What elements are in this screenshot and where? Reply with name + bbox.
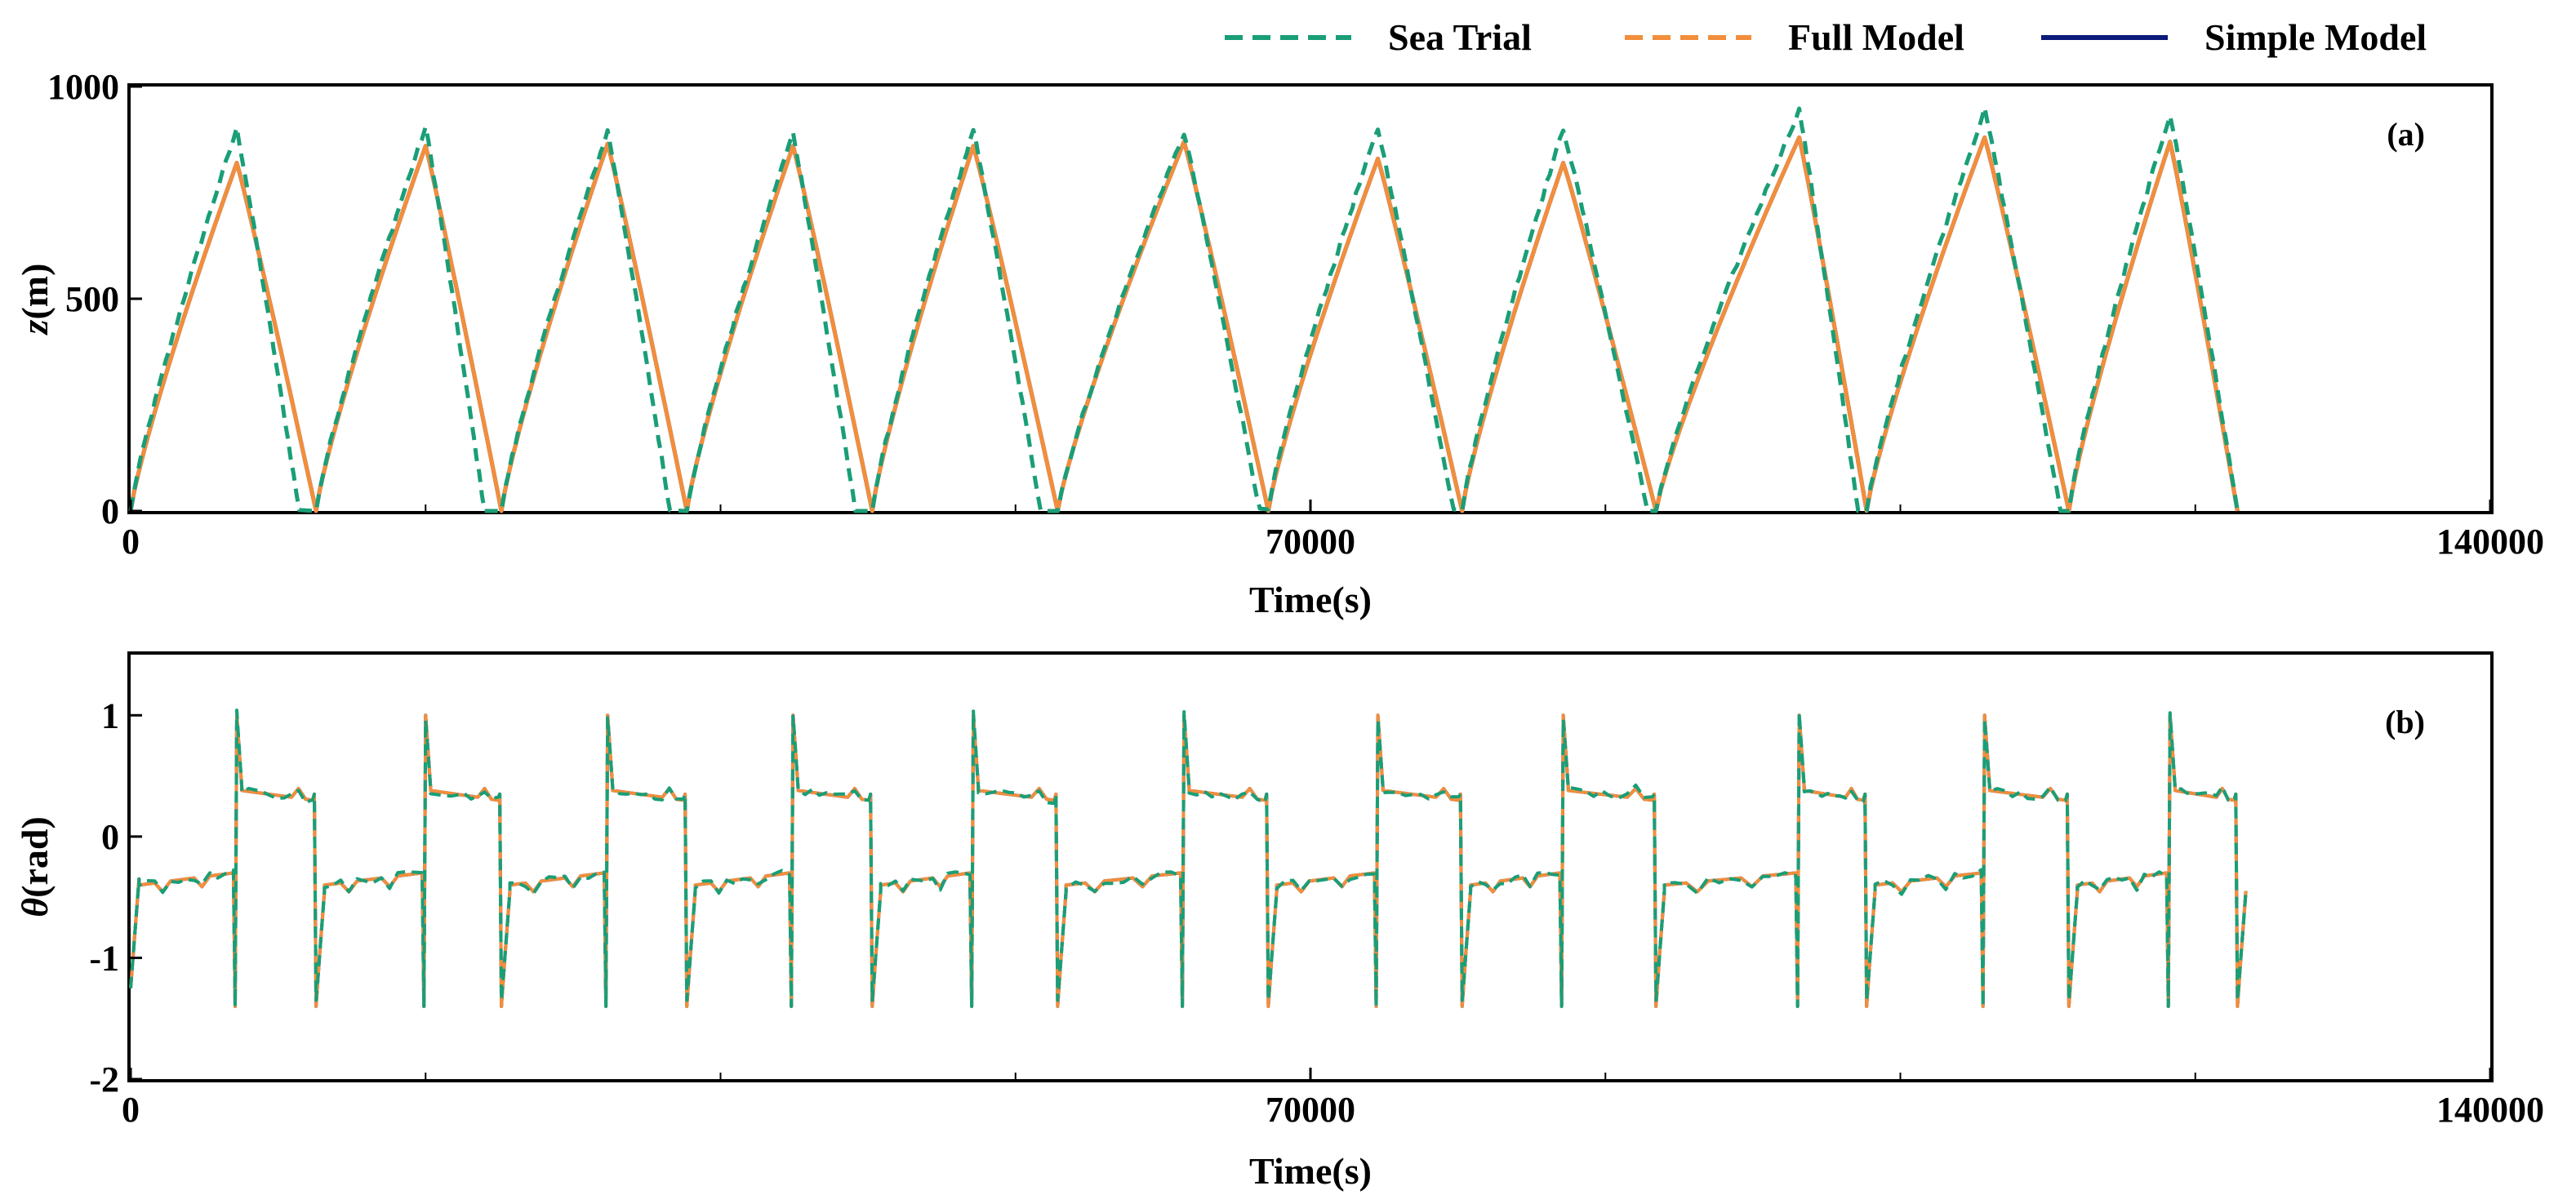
- panel-b-xtick-label-2: 140000: [2436, 1090, 2544, 1130]
- panel-a-series-simple: [128, 135, 2240, 513]
- panel-a-ytick-label-2: 1000: [47, 67, 119, 107]
- panel-a-ylabel-unit: (m): [14, 264, 56, 320]
- panel-b-ylabel-unit: (rad): [14, 816, 56, 898]
- panel-b-series-sea: [129, 709, 2248, 1008]
- legend-label-0: Sea Trial: [1388, 16, 1532, 58]
- panel-a-ylabel: z(m): [14, 264, 56, 336]
- panel-b-ylabel-var: θ: [14, 898, 56, 917]
- panel-a-xtick-label-2: 140000: [2436, 522, 2544, 562]
- panel-a-series-sea: [128, 105, 2240, 513]
- panel-a-ylabel-var: z: [14, 319, 56, 335]
- panel-b-xtick-label-1: 70000: [1266, 1090, 1355, 1130]
- legend-label-2: Simple Model: [2205, 16, 2427, 58]
- panel-b-ytick-label-2: 0: [101, 817, 119, 857]
- panel-b-frame: [127, 651, 2494, 1082]
- panel-b-ytick-label-0: -2: [89, 1060, 119, 1100]
- panel-b-xlabel: Time(s): [1249, 1150, 1372, 1192]
- legend-label-1: Full Model: [1788, 16, 1964, 58]
- panel-a: 0 70000 140000 0 500 1000 (a) Time(s) z(m): [14, 67, 2544, 620]
- panel-b-ylabel: θ(rad): [14, 816, 56, 917]
- panel-a-ticks: 0 70000 140000 0 500 1000: [47, 67, 2544, 562]
- panel-a-frame: [127, 83, 2494, 514]
- panel-a-ytick-label-1: 500: [65, 279, 119, 319]
- panel-b-ytick-label-3: 1: [101, 695, 119, 735]
- panel-a-series: [128, 105, 2240, 513]
- panel-b-xtick-label-0: 0: [122, 1090, 140, 1130]
- panel-b-label: (b): [2385, 704, 2425, 740]
- panel-a-xtick-label-0: 0: [122, 522, 140, 562]
- panel-a-label: (a): [2387, 116, 2425, 153]
- panel-b: 0 70000 140000 -2 -1 0 1 (b) Time(s) θ(rad): [14, 651, 2544, 1192]
- panel-a-xlabel: Time(s): [1249, 579, 1372, 620]
- panel-b-series: [129, 709, 2248, 1008]
- panel-a-ytick-label-0: 0: [101, 491, 119, 531]
- legend: Sea Trial Full Model Simple Model: [1225, 16, 2427, 58]
- panel-a-xtick-label-1: 70000: [1266, 522, 1355, 562]
- panel-a-series-full: [128, 135, 2240, 513]
- panel-b-ticks: 0 70000 140000 -2 -1 0 1: [89, 695, 2544, 1130]
- panel-b-ytick-label-1: -1: [89, 938, 119, 978]
